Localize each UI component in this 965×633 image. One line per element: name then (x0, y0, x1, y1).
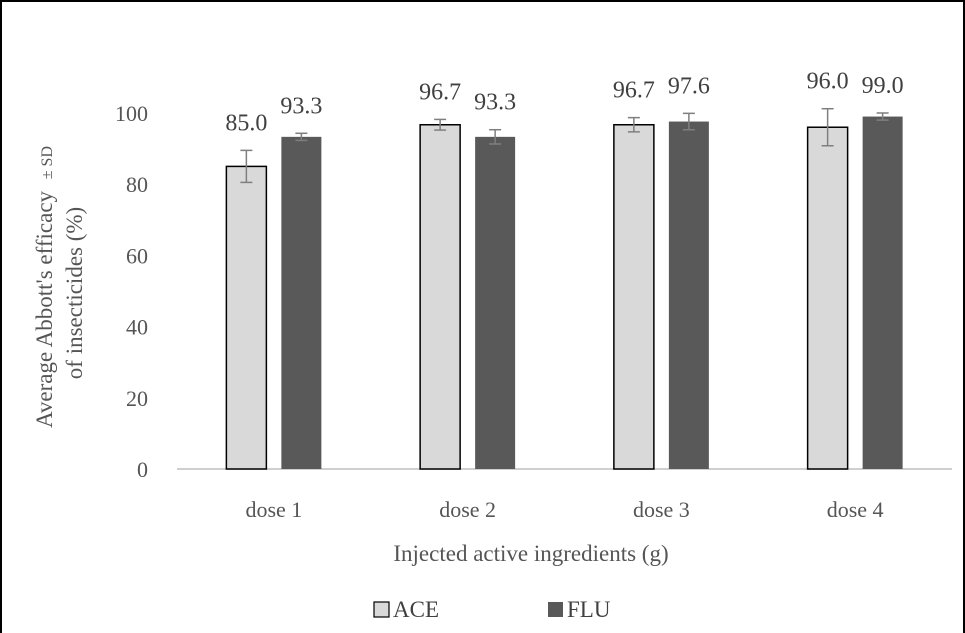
y-axis-title: Average Abbott's efficacy ± SD of insect… (32, 146, 87, 428)
error-bar-ace-0 (240, 149, 253, 184)
y-tick-label-1: 20 (126, 386, 148, 411)
y-tick-labels: 0 20 40 60 80 100 (115, 101, 148, 482)
error-bar-flu-1 (489, 128, 502, 145)
y-axis-title-line1: Average Abbott's efficacy (32, 190, 57, 428)
legend-item-flu: FLU (548, 597, 611, 622)
x-tick-label-3: dose 4 (827, 497, 884, 522)
x-axis-title: Injected active ingredients (g) (393, 541, 668, 566)
legend-swatch-ace (373, 601, 390, 618)
bar-ace-1 (419, 123, 461, 470)
legend: ACE FLU (373, 597, 611, 622)
data-label-ace-1: 96.7 (419, 79, 461, 105)
svg-text:Average Abbott's efficacy: Average Abbott's efficacy ± SD (32, 146, 57, 428)
legend-label-flu: FLU (567, 597, 611, 622)
error-bar-ace-3 (821, 107, 834, 147)
bar-flu-0 (281, 136, 322, 470)
y-tick-label-5: 100 (115, 101, 148, 126)
data-label-flu-2: 97.6 (668, 73, 710, 99)
bar-ace-0 (225, 165, 268, 470)
data-labels: 85.0 93.3 96.7 93.3 96.7 97.6 96.0 99.0 (225, 69, 903, 137)
x-tick-labels: dose 1 dose 2 dose 3 dose 4 (245, 497, 883, 522)
y-axis-title-sd: ± SD (39, 146, 56, 179)
error-bar-flu-0 (295, 132, 308, 142)
y-tick-label-2: 40 (126, 315, 148, 340)
error-bar-flu-3 (876, 112, 889, 121)
legend-item-ace: ACE (373, 597, 439, 622)
error-bar-ace-1 (434, 118, 447, 131)
error-bar-ace-2 (627, 116, 640, 133)
y-axis-title-line2: of insecticides (%) (62, 207, 87, 379)
data-label-flu-1: 93.3 (474, 90, 516, 116)
data-label-ace-0: 85.0 (225, 110, 267, 136)
legend-swatch-flu (548, 602, 563, 617)
bar-flu-2 (668, 121, 709, 469)
bar-flu-3 (862, 116, 903, 469)
legend-label-ace: ACE (393, 597, 439, 622)
bar-ace-2 (613, 123, 655, 470)
data-label-ace-2: 96.7 (613, 78, 655, 104)
error-bars (240, 107, 889, 184)
data-label-flu-3: 99.0 (862, 73, 904, 99)
error-bar-flu-2 (682, 112, 695, 131)
y-tick-label-0: 0 (137, 457, 148, 482)
y-tick-label-4: 80 (126, 172, 148, 197)
x-tick-label-0: dose 1 (245, 497, 302, 522)
x-tick-label-2: dose 3 (633, 497, 690, 522)
x-tick-label-1: dose 2 (439, 497, 496, 522)
data-label-ace-3: 96.0 (807, 69, 849, 95)
y-tick-label-3: 60 (126, 243, 148, 268)
bar-flu-1 (475, 136, 516, 470)
data-label-flu-0: 93.3 (280, 93, 322, 119)
bars (225, 116, 903, 470)
bar-ace-3 (806, 126, 849, 470)
